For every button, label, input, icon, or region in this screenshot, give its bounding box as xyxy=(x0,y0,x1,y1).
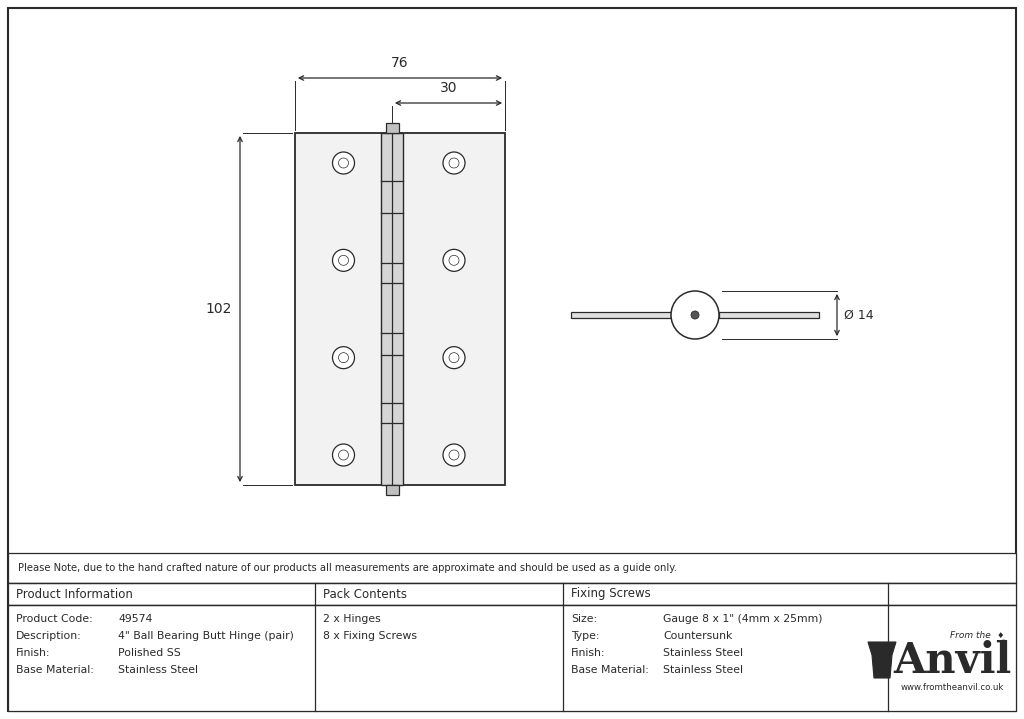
Bar xyxy=(392,133,505,485)
Bar xyxy=(385,485,398,495)
Text: Fixing Screws: Fixing Screws xyxy=(571,587,650,600)
Text: 49574: 49574 xyxy=(118,614,153,624)
Circle shape xyxy=(443,152,465,174)
Bar xyxy=(295,133,392,485)
Text: 102: 102 xyxy=(206,302,232,316)
Bar xyxy=(8,553,1016,583)
Text: ♦: ♦ xyxy=(996,631,1004,641)
Bar xyxy=(385,123,398,133)
Text: Pack Contents: Pack Contents xyxy=(323,587,407,600)
Text: 76: 76 xyxy=(391,56,409,70)
Circle shape xyxy=(333,249,354,271)
Text: Finish:: Finish: xyxy=(16,648,50,658)
Text: Base Material:: Base Material: xyxy=(16,665,94,675)
Circle shape xyxy=(333,347,354,369)
Text: 2 x Hinges: 2 x Hinges xyxy=(323,614,381,624)
Text: Please Note, due to the hand crafted nature of our products all measurements are: Please Note, due to the hand crafted nat… xyxy=(18,563,677,573)
Text: ®: ® xyxy=(1000,640,1008,646)
Text: From the: From the xyxy=(949,631,990,641)
Text: Finish:: Finish: xyxy=(571,648,605,658)
Text: Polished SS: Polished SS xyxy=(118,648,181,658)
Bar xyxy=(719,312,819,318)
Bar xyxy=(381,133,403,485)
Text: 8 x Fixing Screws: 8 x Fixing Screws xyxy=(323,631,417,641)
Text: Type:: Type: xyxy=(571,631,599,641)
Text: 30: 30 xyxy=(439,81,458,95)
Text: Gauge 8 x 1" (4mm x 25mm): Gauge 8 x 1" (4mm x 25mm) xyxy=(663,614,822,624)
Circle shape xyxy=(333,152,354,174)
Bar xyxy=(571,312,671,318)
Text: Countersunk: Countersunk xyxy=(663,631,732,641)
Text: Stainless Steel: Stainless Steel xyxy=(663,665,743,675)
Text: 4" Ball Bearing Butt Hinge (pair): 4" Ball Bearing Butt Hinge (pair) xyxy=(118,631,294,641)
Bar xyxy=(8,583,1016,605)
Text: Anvil: Anvil xyxy=(893,640,1011,682)
Text: Base Material:: Base Material: xyxy=(571,665,649,675)
Text: Stainless Steel: Stainless Steel xyxy=(663,648,743,658)
Circle shape xyxy=(443,347,465,369)
Text: Stainless Steel: Stainless Steel xyxy=(118,665,198,675)
Bar xyxy=(8,605,1016,711)
Text: Product Information: Product Information xyxy=(16,587,133,600)
Circle shape xyxy=(691,311,699,319)
Text: www.fromtheanvil.co.uk: www.fromtheanvil.co.uk xyxy=(900,684,1004,692)
Circle shape xyxy=(333,444,354,466)
Circle shape xyxy=(671,291,719,339)
Circle shape xyxy=(443,444,465,466)
Text: Description:: Description: xyxy=(16,631,82,641)
Text: Ø 14: Ø 14 xyxy=(844,308,873,321)
Text: Size:: Size: xyxy=(571,614,597,624)
Text: Product Code:: Product Code: xyxy=(16,614,93,624)
Polygon shape xyxy=(868,642,896,678)
Circle shape xyxy=(443,249,465,271)
